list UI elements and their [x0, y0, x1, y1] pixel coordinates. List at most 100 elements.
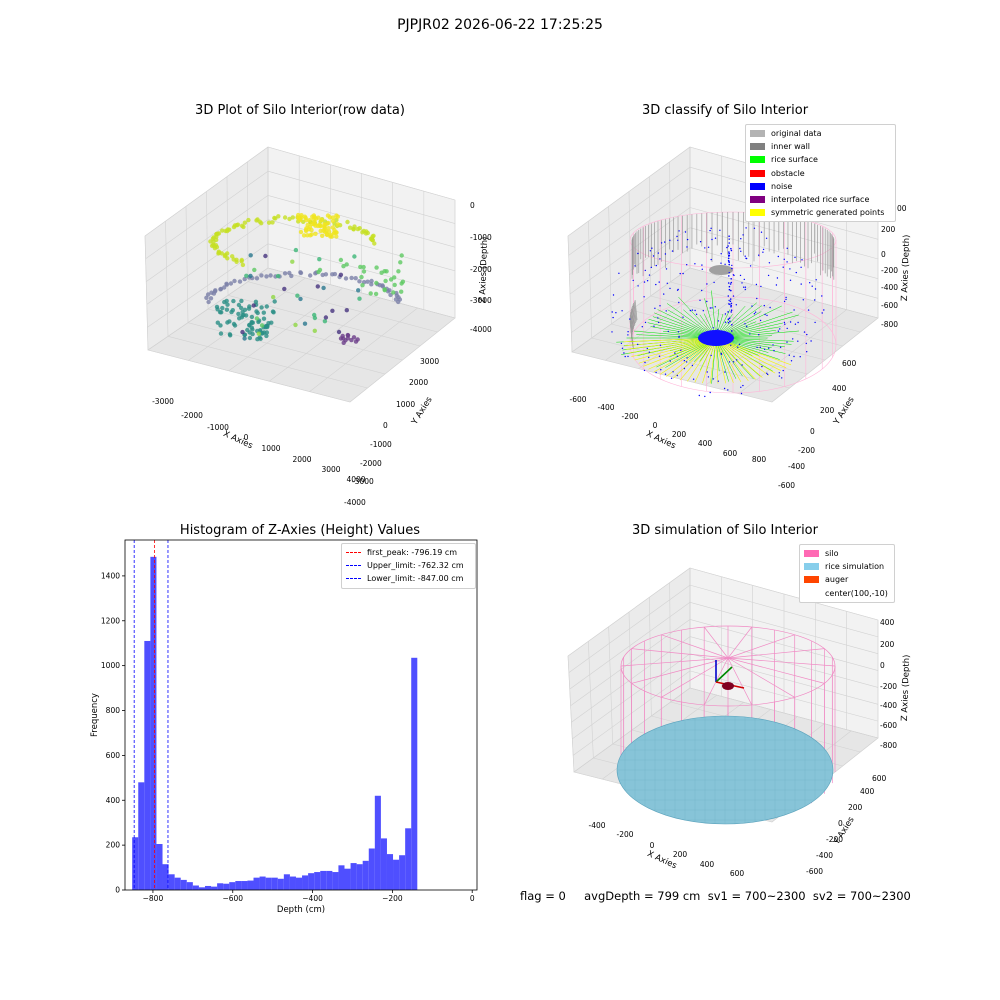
noise-point: [670, 377, 673, 379]
noise-point: [767, 274, 770, 277]
noise-point: [768, 262, 771, 264]
y-axis-label: Frequency: [90, 693, 100, 737]
grid-line: [689, 267, 879, 319]
data-point: [244, 273, 249, 278]
y-tick-label: -400: [788, 462, 805, 471]
noise-point: [749, 333, 751, 335]
noise-point: [742, 234, 744, 236]
data-point: [220, 305, 225, 311]
noise-point: [773, 349, 775, 352]
noise-point: [632, 279, 634, 282]
noise-points: [611, 227, 825, 398]
data-point: [282, 215, 288, 220]
noise-point: [799, 356, 801, 358]
wall-stroke: [631, 307, 635, 328]
noise-point: [674, 352, 676, 354]
noise-point: [778, 375, 781, 377]
noise-point: [746, 325, 748, 328]
noise-point: [756, 346, 758, 349]
data-point: [250, 331, 255, 337]
x-tick-label: 0: [470, 894, 475, 903]
data-point: [320, 233, 325, 238]
grid-line: [309, 307, 418, 392]
histogram-bar: [283, 874, 290, 890]
z-tick-label: -4000: [470, 325, 492, 334]
noise-point: [728, 303, 730, 305]
histogram-bar: [393, 859, 400, 890]
silo-roof-line: [727, 657, 753, 706]
noise-point: [678, 301, 680, 304]
legend-swatch: [804, 550, 819, 558]
data-point: [275, 273, 281, 279]
data-point: [251, 303, 256, 308]
histogram-bar: [362, 860, 369, 890]
y-tick-label: 200: [848, 803, 863, 812]
histogram-bar: [405, 828, 412, 890]
data-point: [323, 315, 329, 320]
histogram-bar: [277, 878, 284, 890]
noise-point: [823, 309, 825, 311]
y-tick-label: -600: [778, 481, 795, 490]
data-point: [237, 279, 243, 284]
legend-swatch: [750, 209, 765, 217]
noise-point: [728, 263, 730, 266]
data-point: [358, 264, 363, 270]
histogram-bar: [374, 795, 381, 890]
data-point: [345, 333, 351, 338]
noise-point: [738, 343, 741, 346]
silo-roof-line: [727, 657, 825, 684]
data-point: [335, 222, 340, 227]
noise-point: [612, 316, 614, 319]
data-point: [316, 269, 321, 275]
noise-point: [754, 311, 757, 313]
data-point: [311, 213, 317, 218]
histogram-bar: [380, 838, 387, 890]
data-point: [323, 222, 328, 227]
noise-point: [727, 311, 729, 313]
noise-point: [785, 296, 787, 299]
y-tick-label: 400: [106, 796, 121, 805]
data-point: [321, 228, 326, 233]
data-point: [240, 329, 245, 335]
data-point: [323, 272, 329, 277]
silo-roof-line: [727, 648, 825, 659]
data-point: [338, 257, 344, 263]
noise-point: [727, 257, 730, 260]
data-point: [335, 214, 340, 219]
noise-point: [679, 272, 681, 275]
noise-point: [783, 258, 785, 260]
y-tick-label: -3000: [352, 477, 374, 486]
noise-point: [686, 357, 688, 359]
y-tick-label: -400: [816, 851, 833, 860]
wall-stroke: [632, 304, 636, 325]
legend-label: rice surface: [771, 155, 818, 165]
data-point: [319, 217, 324, 223]
data-point: [245, 327, 250, 333]
data-point: [313, 223, 318, 228]
data-point: [396, 299, 401, 305]
figure-title: PJPJR02 2026-06-22 17:25:25: [397, 17, 603, 33]
noise-point: [769, 306, 771, 309]
data-point: [349, 275, 354, 281]
z-tick-label: 0: [880, 661, 885, 670]
data-point: [330, 218, 336, 224]
legend-line-swatch: [346, 565, 361, 567]
histogram-bar: [241, 881, 248, 890]
noise-point: [677, 331, 680, 333]
x-tick-label: 0: [650, 841, 655, 850]
data-point: [218, 331, 224, 336]
noise-point: [711, 307, 713, 309]
noise-point: [615, 312, 617, 314]
data-point: [341, 336, 346, 341]
legend-entry: Lower_limit: -847.00 cm: [346, 572, 471, 585]
data-point: [302, 214, 307, 219]
x-tick-label: −600: [222, 894, 243, 903]
x-tick-label: -3000: [152, 397, 174, 406]
noise-point: [686, 264, 688, 266]
noise-point: [786, 327, 788, 330]
noise-point: [664, 241, 666, 243]
noise-point: [621, 347, 624, 349]
z-axis-label: Z Axies (Depth): [478, 236, 490, 303]
noise-point: [789, 279, 792, 281]
plot4-title: 3D simulation of Silo Interior: [632, 523, 818, 538]
